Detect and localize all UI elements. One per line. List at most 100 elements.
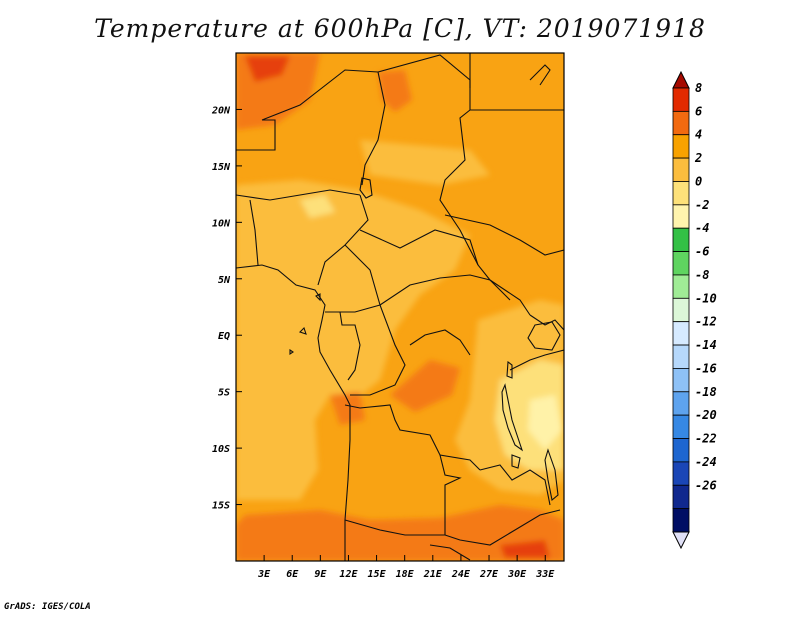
lon-tick-label: 27E [479,569,499,580]
border-ssudan-drc [489,279,531,316]
temperature-field [236,53,564,561]
border-libya-chad [377,54,471,110]
border-benin [249,199,259,266]
field-6-8-se [500,540,550,558]
colorbar-max-arrow [672,70,690,89]
colorbar-label: -18 [695,385,717,399]
colorbar-label: 0 [695,174,702,188]
colorbar-label: -22 [695,432,717,446]
field-4-6-sw [330,392,365,425]
border-angola-drc [344,404,481,471]
colorbar-swatch [672,484,690,510]
lat-tick-label: 15N [212,162,231,173]
field-6-8-nw [245,56,290,82]
lon-axis: 3E 6E 9E 12E 15E 18E 21E 24E 27E 30E 33E [257,555,555,580]
colorbar-label: -10 [695,291,717,305]
grads-credit: GrADS: IGES/COLA [4,602,91,612]
colorbar-swatch [672,321,690,346]
colorbar-swatch [672,181,690,206]
field-4-6-central [390,360,460,412]
field-0-2-ne [360,140,490,185]
colorbar-swatch [672,368,690,393]
lat-axis: 20N 15N 10N 5N EQ 5S 10S 15S [211,105,242,512]
colorbar-swatch [672,110,690,136]
colorbar-min-arrow [672,531,690,550]
border-chad-sudan [439,109,491,281]
colorbar-label: -20 [695,408,717,422]
colorbar-label: 4 [695,128,702,142]
colorbar-swatch [672,87,690,112]
lon-tick-label: 3E [257,569,271,580]
lon-tick-label: 9E [314,569,327,580]
colorbar: 8 6 4 2 0 -2 -4 -6 -8 -10 -12 -14 -16 -18 -20 -22 -24 -26 [672,70,717,550]
colorbar-swatch [672,204,690,229]
colorbar-swatch [672,391,690,416]
colorbar-label: -26 [695,478,717,492]
colorbar-label: -6 [695,245,709,259]
colorbar-label: 8 [695,81,702,95]
colorbar-swatch [672,227,690,252]
field-0-2-west [236,180,470,500]
colorbar-label: 6 [695,104,702,118]
colorbar-label: -24 [695,455,717,469]
border-zambia-drc [479,464,551,506]
lake-mweru [511,454,521,469]
lon-tick-label: 15E [368,569,387,580]
colorbar-swatch [672,508,690,533]
lat-tick-label: 10S [212,444,230,455]
nile-red-sea-coast [529,64,551,86]
colorbar-label: -14 [695,338,717,352]
border-angola-namibia [344,519,445,536]
colorbar-label: 2 [694,151,702,165]
colorbar-swatch [672,344,690,369]
lon-tick-label: 18E [396,569,415,580]
lake-tanganyika [501,383,524,452]
gulf-islands [289,293,321,356]
border-algeria-niger [261,69,379,121]
colorbar-label: -8 [695,268,709,282]
lake-chad [359,177,373,199]
border-chad-car [359,229,479,266]
plot-frame [235,52,565,562]
lon-tick-label: 24E [451,569,471,580]
lake-malawi [544,448,559,502]
colorbar-label: -12 [695,315,717,329]
border-car-drc [379,274,511,306]
colorbar-label: -2 [695,198,709,212]
border-niger-libya [361,71,386,186]
political-boundaries [236,53,564,561]
field-m4-m2 [528,395,562,450]
lake-kivu [506,360,513,379]
lat-tick-label: 5S [218,388,230,399]
river-congo [409,329,471,356]
lat-tick-label: EQ [218,331,230,342]
border-angola-zambia [439,454,462,535]
colorbar-swatch [672,438,690,463]
lon-tick-label: 30E [507,569,527,580]
colorbar-label: -4 [695,221,709,235]
border-mali-niger [236,119,276,151]
colorbar-swatch [672,274,690,299]
border-congo-drc [350,304,406,396]
border-botswana [429,544,471,561]
border-niger-nigeria [236,189,361,201]
map-title: Temperature at 600hPa [C], VT: 201907191… [94,14,706,43]
lat-tick-label: 10N [212,218,231,229]
lake-victoria [527,321,561,351]
lon-tick-label: 12E [339,569,358,580]
border-zambia-zimbabwe [444,509,561,546]
lat-tick-label: 15S [212,501,230,512]
colorbar-label: -16 [695,361,717,375]
colorbar-swatch [672,134,690,159]
colorbar-swatch [672,414,690,439]
border-gabon-congo [325,311,361,381]
colorbar-swatch [672,297,690,323]
colorbar-swatch [672,157,690,182]
field-m2-0-west [300,195,335,218]
lon-tick-label: 33E [535,569,555,580]
colorbar-swatch [672,461,690,486]
coastline-west [236,264,351,561]
border-sudan-ssudan [444,214,564,256]
lon-tick-label: 21E [423,569,443,580]
